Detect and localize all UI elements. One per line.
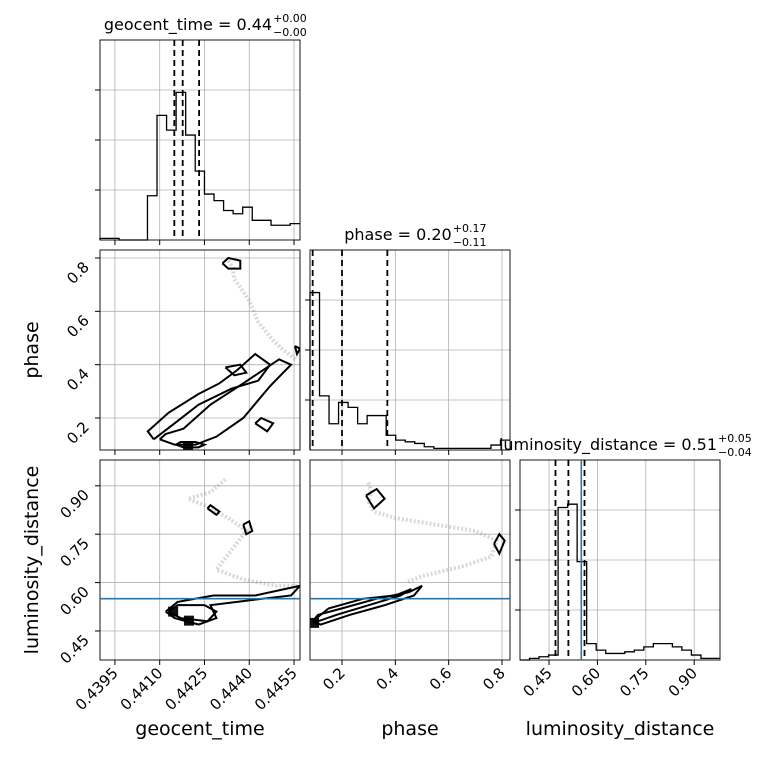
panel-frame [309,459,511,661]
panel-title-geocent_time: geocent_time = 0.44 [104,15,272,35]
x-tick-label: 0.4410 [117,664,167,714]
x-axis-label-geocent_time: geocent_time [135,718,264,740]
x-tick-label: 0.4440 [206,664,256,714]
y-tick-label: 0.8 [63,258,93,288]
density-contour [311,584,423,626]
title-lower-error: −0.11 [453,236,487,249]
y-tick-label: 0.75 [56,534,92,570]
x-tick-label: 0.4 [373,664,403,694]
x-tick-label: 0.90 [665,664,701,700]
panel-title-phase: phase = 0.20 [344,225,451,244]
y-tick-label: 0.6 [63,311,93,341]
density-peak [168,606,179,617]
hist-panel-phase: phase = 0.20 +0.17−0.11 [305,222,511,451]
histogram-step-phase [309,291,510,450]
y-axis-label-luminosity_distance: luminosity_distance [21,466,43,655]
y-tick-label: 0.4 [63,365,93,395]
panel-content [310,482,510,628]
title-upper-error: +0.17 [453,222,487,235]
hist-panel-geocent_time: geocent_time = 0.44 +0.00−0.00 [95,12,307,241]
panel-content [146,256,300,450]
panel-frame [99,459,301,661]
x-axis-label-phase: phase [381,718,438,740]
panel-content [100,477,300,626]
title-lower-error: −0.00 [273,26,307,39]
x-tick-label: 0.8 [479,664,509,694]
y-tick-label: 0.45 [56,631,92,667]
density-contour [159,358,293,446]
y-tick-label: 0.60 [56,583,92,619]
density-contour [293,345,300,357]
x-tick-label: 0.45 [520,664,556,700]
x-tick-label: 0.4395 [72,664,122,714]
panel-frame [519,459,721,661]
x-tick-label: 0.4455 [251,664,301,714]
x-tick-label: 0.60 [568,664,604,700]
density-contour [493,532,506,556]
panel-title-luminosity_distance: luminosity_distance = 0.51 [499,435,717,455]
hist-panel-luminosity_distance: luminosity_distance = 0.51 +0.05−0.04 [499,432,752,661]
x-axis-label-luminosity_distance: luminosity_distance [526,718,715,740]
y-tick-label: 0.90 [56,486,92,522]
histogram-step-luminosity_distance [520,503,720,661]
density-contour [221,256,242,270]
scatter-panel-luminosity_distance_vs_phase [309,459,511,661]
density-contour [254,416,275,433]
density-contour [312,588,412,623]
x-tick-label: 0.75 [616,664,652,700]
title-upper-error: +0.05 [718,432,752,445]
density-peak [183,615,194,626]
panel-frame [99,249,301,451]
density-contour [206,503,221,517]
sample-density-trail [226,259,297,361]
density-contour [146,352,272,441]
x-tick-label: 0.6 [426,664,456,694]
sample-density-trail [366,482,500,585]
density-contour [165,584,300,626]
y-tick-label: 0.2 [63,418,93,448]
density-contour [365,487,387,510]
title-upper-error: +0.00 [273,12,307,25]
density-contour [224,363,248,377]
title-lower-error: −0.04 [718,446,752,459]
scatter-panel-phase_vs_geocent_time [99,249,301,451]
scatter-panel-luminosity_distance_vs_geocent_time [99,459,301,661]
y-axis-label-phase: phase [21,321,43,378]
density-contour [242,519,254,536]
x-tick-label: 0.4425 [161,664,211,714]
x-tick-label: 0.2 [319,664,349,694]
density-contour [175,441,208,449]
density-contour [168,604,219,623]
